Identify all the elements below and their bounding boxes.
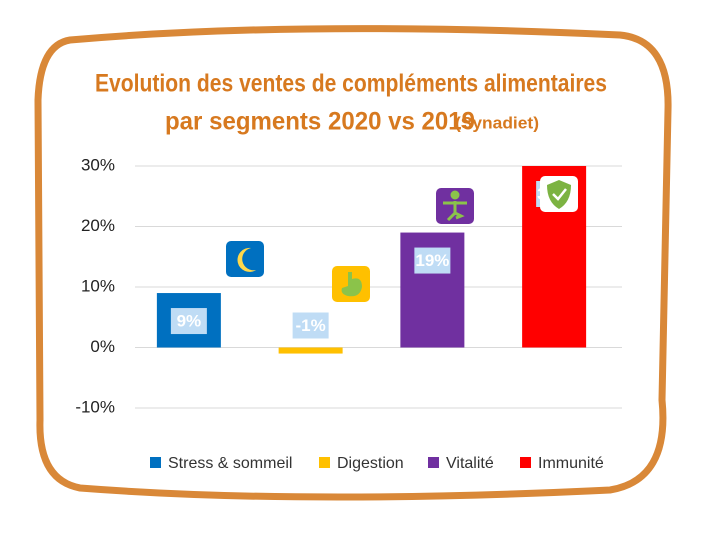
icon-shield bbox=[547, 180, 571, 209]
legend-swatch bbox=[428, 457, 439, 468]
value-label-box bbox=[170, 308, 207, 335]
legend-swatch bbox=[150, 457, 161, 468]
value-label-box bbox=[292, 312, 329, 339]
chart-title: par segments 2020 vs 2019 bbox=[165, 108, 475, 136]
y-tick-label: -10% bbox=[75, 397, 115, 416]
chart-source: (Synadiet) bbox=[455, 113, 539, 132]
y-tick-label: 20% bbox=[81, 216, 115, 235]
y-tick-label: 0% bbox=[90, 337, 115, 356]
value-label: -1% bbox=[296, 316, 326, 335]
legend-swatch bbox=[520, 457, 531, 468]
icon-shield bbox=[552, 188, 567, 201]
legend-label: Vitalité bbox=[446, 455, 494, 472]
y-tick-label: 30% bbox=[81, 155, 115, 174]
value-label-box bbox=[414, 247, 451, 274]
icon-yoga bbox=[443, 190, 467, 222]
chart-title: Evolution des ventes de compléments alim… bbox=[95, 70, 607, 98]
icon-moon bbox=[237, 247, 256, 272]
icons bbox=[226, 176, 578, 302]
y-tick-label: 10% bbox=[81, 276, 115, 295]
legend-label: Digestion bbox=[337, 455, 404, 472]
legend-label: Immunité bbox=[538, 455, 604, 472]
legend-swatch bbox=[319, 457, 330, 468]
icon-stomach bbox=[341, 272, 362, 297]
legend-label: Stress & sommeil bbox=[168, 455, 292, 472]
icon-moon bbox=[226, 241, 264, 277]
value-label: 9% bbox=[177, 312, 202, 331]
bar bbox=[278, 347, 343, 354]
frame bbox=[34, 25, 672, 501]
value-label: 19% bbox=[415, 251, 449, 270]
